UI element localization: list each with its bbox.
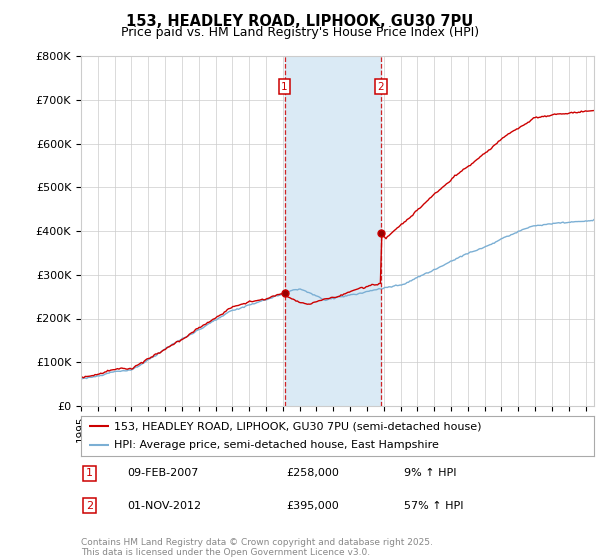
Text: £258,000: £258,000 — [286, 468, 339, 478]
Text: 1: 1 — [86, 468, 93, 478]
Text: 153, HEADLEY ROAD, LIPHOOK, GU30 7PU (semi-detached house): 153, HEADLEY ROAD, LIPHOOK, GU30 7PU (se… — [115, 421, 482, 431]
Text: £395,000: £395,000 — [286, 501, 339, 511]
Text: 9% ↑ HPI: 9% ↑ HPI — [404, 468, 457, 478]
Text: Contains HM Land Registry data © Crown copyright and database right 2025.
This d: Contains HM Land Registry data © Crown c… — [81, 538, 433, 557]
Bar — [284, 56, 381, 406]
Text: HPI: Average price, semi-detached house, East Hampshire: HPI: Average price, semi-detached house,… — [115, 440, 439, 450]
Text: 1: 1 — [281, 82, 288, 92]
Text: Price paid vs. HM Land Registry's House Price Index (HPI): Price paid vs. HM Land Registry's House … — [121, 26, 479, 39]
Text: 153, HEADLEY ROAD, LIPHOOK, GU30 7PU: 153, HEADLEY ROAD, LIPHOOK, GU30 7PU — [127, 14, 473, 29]
Text: 01-NOV-2012: 01-NOV-2012 — [127, 501, 201, 511]
Text: 2: 2 — [377, 82, 384, 92]
Text: 2: 2 — [86, 501, 93, 511]
Text: 57% ↑ HPI: 57% ↑ HPI — [404, 501, 464, 511]
Text: 09-FEB-2007: 09-FEB-2007 — [127, 468, 199, 478]
